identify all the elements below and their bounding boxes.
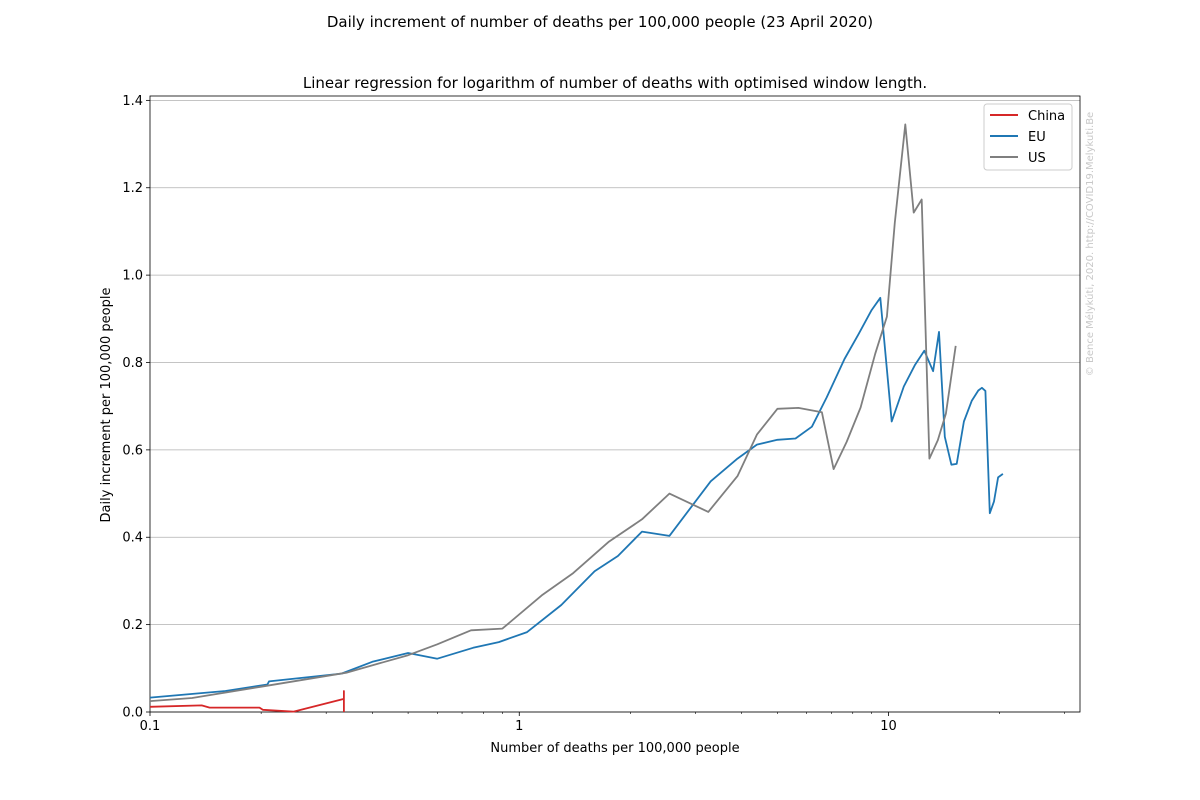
- series-line-us: [149, 123, 957, 702]
- series-line-china: [149, 690, 345, 713]
- chart-title: Linear regression for logarithm of numbe…: [303, 74, 927, 92]
- legend-label-eu: EU: [1028, 130, 1046, 145]
- y-tick-label-6: 1.2: [122, 181, 143, 196]
- legend-frame: [983, 103, 1073, 171]
- legend-label-us: US: [1028, 151, 1046, 166]
- x-axis-label: Number of deaths per 100,000 people: [490, 741, 739, 756]
- watermark: © Bence Mélykúti, 2020. http://COVID19.M…: [1084, 112, 1096, 376]
- axes: 0.0 0.2 0.4 0.6 0.8 1.0 1.2 1.4 0.1 1 10: [122, 94, 1081, 734]
- x-tick-label-0: 0.1: [140, 719, 161, 734]
- series-lines: [149, 123, 1004, 713]
- suptitle: Daily increment of number of deaths per …: [327, 13, 873, 31]
- x-tick-label-1: 1: [515, 719, 523, 734]
- legend-label-china: China: [1028, 109, 1065, 124]
- y-tick-label-4: 0.8: [122, 356, 143, 371]
- legend: China EU US: [983, 103, 1073, 171]
- y-tick-label-2: 0.4: [122, 531, 143, 546]
- y-tick-label-0: 0.0: [122, 706, 143, 721]
- y-tick-label-3: 0.6: [122, 443, 143, 458]
- series-line-eu: [149, 296, 1004, 699]
- y-tick-label-7: 1.4: [122, 94, 143, 109]
- x-tick-label-2: 10: [880, 719, 897, 734]
- y-axis-label: Daily increment per 100,000 people: [99, 288, 114, 523]
- y-tick-label-1: 0.2: [122, 618, 143, 633]
- plot-frame: [149, 95, 1081, 713]
- y-tick-label-5: 1.0: [122, 269, 143, 284]
